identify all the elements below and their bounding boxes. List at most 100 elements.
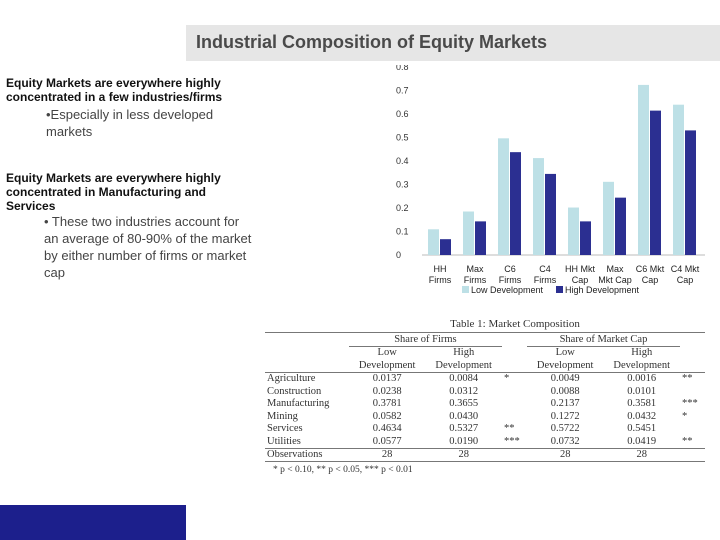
group-header-firms: Share of Firms [348,332,502,347]
observations-row: Observations 28 28 28 28 [265,447,705,462]
market-composition-table: Table 1: Market Composition Share of Fir… [265,318,705,475]
significance-note: * p < 0.10, ** p < 0.05, *** p < 0.01 [273,465,413,475]
y-tick-label: 0.2 [396,203,409,213]
bar-low-1 [463,211,474,255]
table-row: Manufacturing 0.3781 0.3655 0.2137 0.3581 *** [265,398,705,411]
cell: 0.5451 [627,423,657,435]
row-label: Services [267,423,303,435]
bar-low-4 [568,207,579,255]
bar-high-0 [440,239,451,255]
cell: 28 [526,447,604,462]
cell: 0.0190 [449,435,479,447]
cell [502,398,527,411]
y-tick-label: 0.8 [396,65,409,72]
row-label: Construction [267,385,322,397]
bar-low-5 [603,181,614,255]
cell: 28 [348,447,426,462]
cell: 0.0084 [449,373,479,385]
sub-header: Low [377,347,397,359]
cell [680,385,705,398]
y-tick-label: 0.1 [396,227,409,237]
table-row: Utilities 0.0577 0.0190 *** 0.0732 0.0419 ** [265,435,705,448]
table-body: Agriculture 0.0137 0.0084 * 0.0049 0.0016 ** Co… [265,372,705,448]
cell: 0.0577 [372,435,402,447]
cell: 28 [425,447,502,462]
sub-header: Development [603,359,680,373]
cell: 0.0419 [627,435,657,447]
cell [679,447,705,462]
bullet-1-sub: •Especially in less developed markets [46,107,214,139]
y-tick-label: 0.4 [396,156,409,166]
x-tick-label: Firms [429,275,452,285]
x-tick-label: Max [606,264,624,274]
legend-label: High Development [565,285,640,295]
sub-header: High [453,347,475,359]
table-row: Construction 0.0238 0.0312 0.0088 0.0101 [265,385,705,398]
x-tick-label: C6 Mkt [636,264,665,274]
y-tick-label: 0.5 [396,133,409,143]
x-tick-label: C4 Mkt [671,264,700,274]
bar-chart: 00.10.20.30.40.50.60.70.80.9HHFirmsMaxFi… [396,65,705,295]
table-row: Services 0.4634 0.5327 ** 0.5722 0.5451 [265,423,705,436]
cell: 0.2137 [550,398,580,410]
row-label: Agriculture [267,373,316,385]
cell: 0.3781 [372,398,402,410]
cell: 0.0016 [627,373,657,385]
cell: 0.4634 [372,423,402,435]
bar-low-7 [673,104,684,255]
cell: 0.0101 [627,385,657,397]
cell [680,423,705,436]
bar-high-7 [685,130,696,255]
y-tick-label: 0 [396,250,401,260]
x-tick-label: Firms [534,275,557,285]
cell: 0.3655 [449,398,479,410]
legend-label: Low Development [471,285,544,295]
bar-high-1 [475,221,486,255]
cell: 0.0238 [372,385,402,397]
x-tick-label: HH [434,264,447,274]
y-tick-label: 0.7 [396,86,409,96]
cell: 0.0312 [449,385,479,397]
x-tick-label: Cap [572,275,589,285]
bullet-2-heading: Equity Markets are everywhere highly con… [6,171,221,213]
cell: ** [681,373,693,385]
slide-title: Industrial Composition of Equity Markets [196,32,548,52]
x-tick-label: Cap [642,275,659,285]
bar-high-5 [615,197,626,255]
legend-swatch [556,286,563,293]
group-header-mktcap: Share of Market Cap [526,332,680,347]
x-tick-label: C6 [504,264,516,274]
cell: *** [681,398,698,410]
table-row: Agriculture 0.0137 0.0084 * 0.0049 0.0016 ** [265,372,705,385]
cell: ** [503,423,515,435]
x-tick-label: Firms [499,275,522,285]
x-tick-label: Max [466,264,484,274]
bar-high-4 [580,221,591,255]
cell: 0.0088 [550,385,580,397]
sub-header: Development [348,359,426,373]
cell: 0.0137 [372,373,402,385]
legend-swatch [462,286,469,293]
sub-header: High [631,347,653,359]
x-tick-label: Mkt Cap [598,275,632,285]
cell: 0.1272 [550,410,580,422]
cell: 0.5722 [550,423,580,435]
title-bar: Industrial Composition of Equity Markets [186,25,720,61]
cell: * [503,373,510,385]
cell: 0.5327 [449,423,479,435]
sub-header: Development [526,359,604,373]
cell: 0.3581 [627,398,657,410]
x-tick-label: C4 [539,264,551,274]
cell [502,385,527,398]
cell: * [681,410,688,422]
bar-low-0 [428,229,439,255]
cell [501,447,527,462]
x-tick-label: HH Mkt [565,264,595,274]
x-tick-label: Firms [464,275,487,285]
cell: 0.0732 [550,435,580,447]
bar-low-6 [638,84,649,256]
table-caption: Table 1: Market Composition [450,318,580,330]
accent-block [0,505,186,540]
row-label: Manufacturing [267,398,330,410]
row-label: Mining [267,410,298,422]
